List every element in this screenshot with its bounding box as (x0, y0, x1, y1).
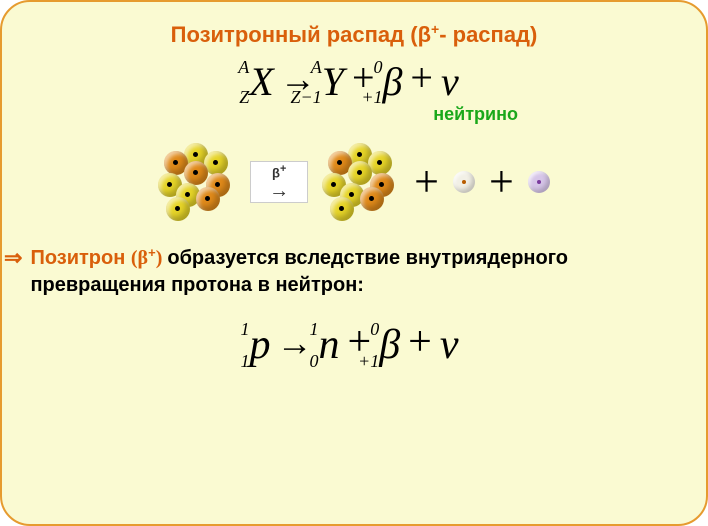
equation-proton-neutron: 11p→10n+0+1β+ν (30, 321, 678, 366)
neutron (330, 197, 354, 221)
proton (360, 187, 384, 211)
slide-title: Позитронный распад (β+- распад) (30, 22, 678, 48)
eq-term: 0+1β (383, 62, 403, 102)
plus-2: + (489, 156, 514, 207)
body-orange-1: Позитрон (30, 247, 130, 269)
body-paragraph: ⇒ Позитрон (β+) образуется вследствие вн… (4, 245, 678, 299)
reaction-arrow-box: β+ → (250, 161, 308, 203)
neutrino-label: нейтрино (30, 104, 678, 125)
body-text: Позитрон (β+) образуется вследствие внут… (30, 245, 678, 299)
eq-term: ν (440, 324, 459, 366)
slide-card: Позитронный распад (β+- распад) AZX→AZ−1… (0, 0, 708, 526)
eq-plus: + (400, 319, 440, 365)
title-beta: β (418, 22, 431, 47)
eq-term: 0+1β (379, 324, 400, 366)
body-paren-open: ( (131, 247, 138, 269)
plus-1: + (414, 156, 439, 207)
equation-generic: AZX→AZ−1Y+0+1β+ν (30, 58, 678, 102)
eq-term: 10n (319, 324, 340, 366)
arrow-beta-label: β+ (272, 163, 286, 180)
eq-plus: + (402, 55, 441, 100)
eq-term: 11p (250, 324, 271, 366)
decay-diagram: β+ → + + (30, 143, 678, 221)
neutron (348, 161, 372, 185)
body-paren-close: ) (156, 247, 168, 269)
arrow-glyph: → (269, 181, 289, 201)
body-beta: β (138, 247, 149, 269)
eq-term: AZX (249, 62, 273, 102)
eq-term: ν (441, 62, 459, 102)
bullet-arrow-icon: ⇒ (4, 245, 22, 271)
title-sup: + (431, 21, 439, 37)
proton (196, 187, 220, 211)
nucleus-before (158, 143, 236, 221)
neutrino-particle (528, 171, 550, 193)
proton (184, 161, 208, 185)
eq-term: AZ−1Y (322, 62, 344, 102)
body-sup: + (148, 245, 156, 260)
neutron (166, 197, 190, 221)
nucleus-after (322, 143, 400, 221)
title-text-1: Позитронный распад ( (171, 22, 418, 47)
title-text-2: - распад) (439, 22, 537, 47)
positron-particle (453, 171, 475, 193)
